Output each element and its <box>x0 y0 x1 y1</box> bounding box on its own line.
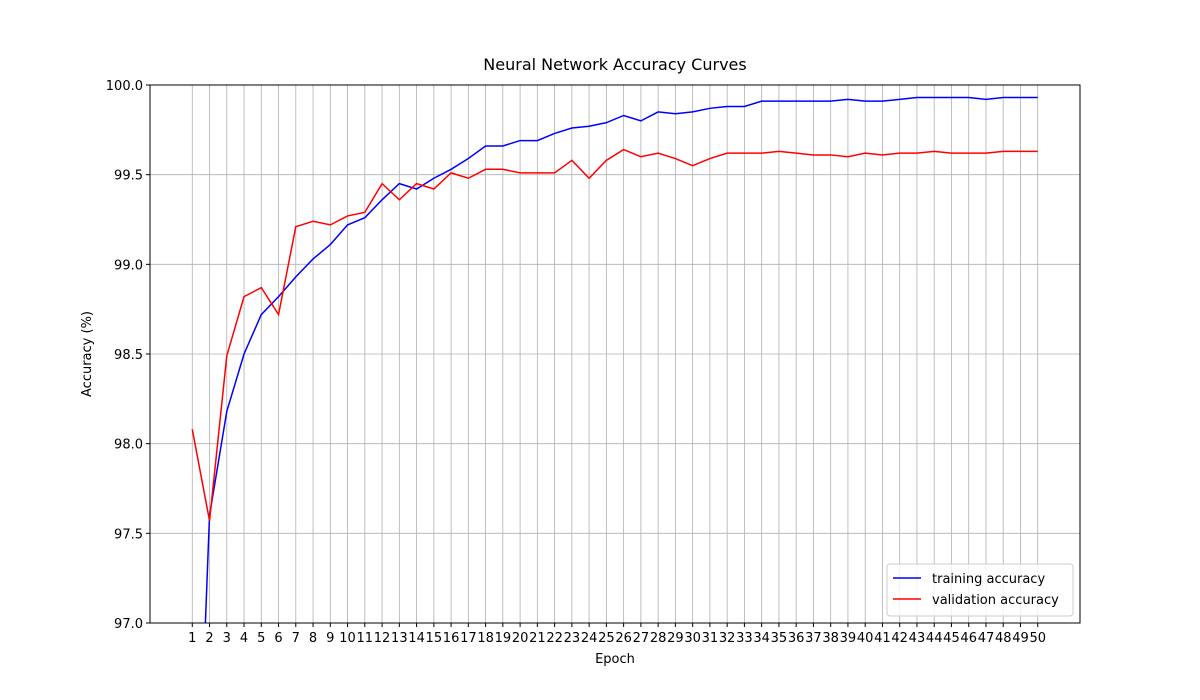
x-tick-label: 34 <box>753 631 770 646</box>
x-tick-label: 10 <box>339 631 356 646</box>
x-tick-label: 8 <box>309 631 317 646</box>
line-series <box>204 96 1038 623</box>
x-tick-label: 6 <box>274 631 282 646</box>
y-tick-label: 98.5 <box>114 348 143 363</box>
x-tick-label: 11 <box>357 631 374 646</box>
x-tick-label: 50 <box>1029 631 1046 646</box>
grid <box>150 84 1080 624</box>
x-tick-label: 41 <box>874 631 891 646</box>
x-tick-label: 43 <box>909 631 926 646</box>
x-tick-label: 29 <box>667 631 684 646</box>
line-series <box>191 148 1038 521</box>
x-tick-label: 22 <box>546 631 563 646</box>
legend-label: training accuracy <box>932 572 1045 587</box>
x-tick-label: 18 <box>477 631 494 646</box>
y-tick-label: 100.0 <box>106 79 143 94</box>
x-tick-label: 4 <box>240 631 248 646</box>
plot-area <box>191 96 1038 623</box>
x-axis-label: Epoch <box>595 652 635 667</box>
y-tick-label: 99.0 <box>114 258 143 273</box>
x-tick-label: 2 <box>205 631 213 646</box>
x-tick-label: 19 <box>495 631 512 646</box>
x-tick-label: 32 <box>719 631 736 646</box>
ticks: 1 2 3 4 5 6 7 8 9 10 11 12 13 14 15 16 17 18 19 20 21 22 23 24 2… <box>106 79 1046 646</box>
y-axis-label: Accuracy (%) <box>80 311 95 397</box>
x-tick-label: 24 <box>581 631 598 646</box>
x-tick-label: 42 <box>891 631 908 646</box>
x-tick-label: 26 <box>615 631 632 646</box>
x-tick-label: 36 <box>788 631 805 646</box>
y-tick-label: 97.0 <box>114 617 143 632</box>
y-tick-label: 98.0 <box>114 438 143 453</box>
x-tick-label: 38 <box>822 631 839 646</box>
x-tick-label: 5 <box>257 631 265 646</box>
chart-title: Neural Network Accuracy Curves <box>483 55 746 74</box>
x-tick-label: 1 <box>188 631 196 646</box>
x-tick-label: 27 <box>633 631 650 646</box>
x-tick-label: 47 <box>978 631 995 646</box>
x-tick-label: 35 <box>771 631 788 646</box>
x-tick-label: 44 <box>926 631 943 646</box>
x-tick-label: 23 <box>564 631 581 646</box>
x-tick-label: 3 <box>223 631 231 646</box>
x-tick-label: 13 <box>391 631 408 646</box>
x-tick-label: 16 <box>443 631 460 646</box>
x-tick-label: 28 <box>650 631 667 646</box>
legend: training accuracy validation accuracy <box>886 563 1074 617</box>
x-tick-label: 20 <box>512 631 529 646</box>
x-tick-label: 31 <box>702 631 719 646</box>
y-tick-label: 99.5 <box>114 169 143 184</box>
x-tick-label: 30 <box>684 631 701 646</box>
x-tick-label: 48 <box>995 631 1012 646</box>
x-tick-label: 15 <box>426 631 443 646</box>
legend-label: validation accuracy <box>932 593 1059 608</box>
x-tick-label: 12 <box>374 631 391 646</box>
x-tick-label: 45 <box>943 631 960 646</box>
legend-box <box>886 563 1074 617</box>
x-tick-label: 49 <box>1012 631 1029 646</box>
y-tick-label: 97.5 <box>114 527 143 542</box>
x-tick-label: 37 <box>805 631 822 646</box>
x-tick-label: 39 <box>840 631 857 646</box>
x-tick-label: 40 <box>857 631 874 646</box>
x-tick-label: 33 <box>736 631 753 646</box>
x-tick-label: 7 <box>292 631 300 646</box>
x-tick-label: 21 <box>529 631 546 646</box>
x-tick-label: 25 <box>598 631 615 646</box>
x-tick-label: 14 <box>408 631 425 646</box>
x-tick-label: 17 <box>460 631 477 646</box>
x-tick-label: 9 <box>326 631 334 646</box>
x-tick-label: 46 <box>960 631 977 646</box>
